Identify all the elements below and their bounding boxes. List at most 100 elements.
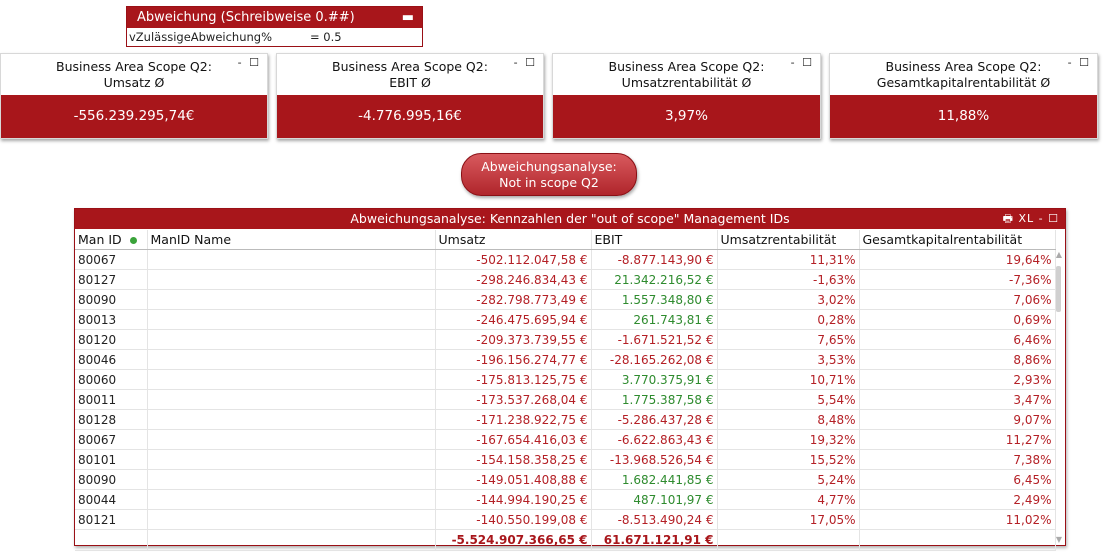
kpi-title: Business Area Scope Q2: EBIT Ø (277, 54, 543, 95)
cell-umsatzrentabilitaet: 8,48% (717, 409, 860, 430)
col-header-manid-name[interactable]: ManID Name (147, 230, 436, 250)
col-header-man-id[interactable]: Man ID (75, 230, 148, 250)
window-controls-icon[interactable]: - ☐ (237, 56, 261, 69)
kpi-value: 3,97% (553, 95, 820, 138)
cell-man-id[interactable]: 80067 (75, 249, 148, 270)
cell-umsatz: -149.051.408,88 € (435, 469, 592, 490)
cell-gesamtkapitalrentabilitaet: 8,86% (859, 349, 1056, 370)
table-row[interactable]: 80120 -209.373.739,55 € -1.671.521,52 €7,6… (75, 329, 1056, 350)
cell-umsatzrentabilitaet: 4,77% (717, 489, 860, 510)
variable-value[interactable]: = 0.5 (310, 30, 342, 44)
cell-manid-name (147, 429, 436, 450)
cell-man-id[interactable]: 80127 (75, 269, 148, 290)
cell-umsatz: -196.156.274,77 € (435, 349, 592, 370)
cell-man-id[interactable]: 80011 (75, 389, 148, 410)
table-row[interactable]: 80011 -173.537.268,04 €1.775.387,58 €5,54… (75, 389, 1056, 410)
cell-ebit: -6.622.863,43 € (591, 429, 718, 450)
cell-manid-name (147, 309, 436, 330)
cell-gesamtkapitalrentabilitaet: 7,06% (859, 289, 1056, 310)
table-row[interactable]: 80060 -175.813.125,75 €3.770.375,91 €10,7… (75, 369, 1056, 390)
abweichungsanalyse-button[interactable]: Abweichungsanalyse: Not in scope Q2 (461, 153, 637, 196)
cell-umsatz: -502.112.047,58 € (435, 249, 592, 270)
cell-umsatz: -209.373.739,55 € (435, 329, 592, 350)
cell-man-id[interactable]: 80013 (75, 309, 148, 330)
variable-name: vZulässigeAbweichung% (129, 30, 273, 44)
scroll-up-icon[interactable]: ▲ (1055, 250, 1063, 259)
table-row[interactable]: 80090 -149.051.408,88 €1.682.441,85 €5,24… (75, 469, 1056, 490)
kpi-title-line2: Umsatzrentabilität Ø (621, 75, 752, 90)
cell-man-id[interactable]: 80121 (75, 509, 148, 530)
cell-man-id[interactable]: 80128 (75, 409, 148, 430)
scroll-down-icon[interactable]: ▼ (1055, 535, 1063, 544)
cell-umsatz: -246.475.695,94 € (435, 309, 592, 330)
variable-row[interactable]: vZulässigeAbweichung% = 0.5 (127, 28, 422, 47)
col-header-gesamtkapitalrentabilitaet[interactable]: Gesamtkapitalrentabilität (859, 230, 1056, 250)
table-row[interactable]: 80044 -144.994.190,25 €487.101,97 €4,77% 2… (75, 489, 1056, 510)
kpi-title: Business Area Scope Q2: Umsatz Ø (1, 54, 267, 95)
table-row[interactable]: 80067 -502.112.047,58 € -8.877.143,90 €11,… (75, 249, 1056, 270)
cell-manid-name (147, 449, 436, 470)
table-row[interactable]: 80046 -196.156.274,77 € -28.165.262,08 €3,… (75, 349, 1056, 370)
window-controls-icon[interactable]: - ☐ (513, 56, 537, 69)
cell-manid-name (147, 289, 436, 310)
cell-ebit: -28.165.262,08 € (591, 349, 718, 370)
table-row[interactable]: 80128 -171.238.922,75 € -5.286.437,28 €8,4… (75, 409, 1056, 430)
cell-gesamtkapitalrentabilitaet: 0,69% (859, 309, 1056, 330)
cell-man-id[interactable]: 80060 (75, 369, 148, 390)
cell-ebit: 487.101,97 € (591, 489, 718, 510)
window-controls-icon[interactable]: - ☐ (790, 56, 814, 69)
col-header-umsatz[interactable]: Umsatz (435, 230, 592, 250)
cell-umsatzrentabilitaet: -1,63% (717, 269, 860, 290)
cell-ebit: 3.770.375,91 € (591, 369, 718, 390)
table-scrollbar[interactable]: ▲ ▼ (1054, 248, 1064, 546)
scrollbar-thumb[interactable] (1056, 266, 1061, 312)
table-row[interactable]: 80067 -167.654.416,03 € -6.622.863,43 €19,… (75, 429, 1056, 450)
col-header-umsatzrentabilitaet[interactable]: Umsatzrentabilität (717, 230, 860, 250)
table-header-row: Man ID ManID Name Umsatz EBIT Umsatzrent… (75, 230, 1056, 250)
cell-gesamtkapitalrentabilitaet: 3,47% (859, 389, 1056, 410)
cell-manid-name (147, 249, 436, 270)
table-controls-icon[interactable]: 🖶 XL - ☐ (1002, 212, 1059, 225)
cell-gesamtkapitalrentabilitaet: 11,27% (859, 429, 1056, 450)
table-row[interactable]: 80101 -154.158.358,25 € -13.968.526,54 €15… (75, 449, 1056, 470)
cell-manid-name (147, 349, 436, 370)
cell-man-id[interactable]: 80044 (75, 489, 148, 510)
cell-manid-name (147, 269, 436, 290)
cell-man-id[interactable]: 80090 (75, 469, 148, 490)
kpi-title-line1: Business Area Scope Q2: (885, 59, 1042, 74)
cell-umsatzrentabilitaet: 3,02% (717, 289, 860, 310)
cell-gesamtkapitalrentabilitaet: 19,64% (859, 249, 1056, 270)
table-row[interactable]: 80121 -140.550.199,08 € -8.513.490,24 €17,… (75, 509, 1056, 530)
kpi-value: 11,88% (830, 95, 1097, 138)
cell-gesamtkapitalrentabilitaet: 6,45% (859, 469, 1056, 490)
cell-manid-name (147, 469, 436, 490)
cell-ebit: 261.743,81 € (591, 309, 718, 330)
kpi-title-line1: Business Area Scope Q2: (332, 59, 488, 74)
cell-manid-name (147, 389, 436, 410)
cell-ebit: 1.682.441,85 € (591, 469, 718, 490)
window-controls-icon[interactable]: - ☐ (1067, 56, 1091, 69)
table-row[interactable]: 80127 -298.246.834,43 €21.342.216,52 € -1,… (75, 269, 1056, 290)
cell-gesamtkapitalrentabilitaet: 7,38% (859, 449, 1056, 470)
cell-man-id[interactable]: 80046 (75, 349, 148, 370)
cell-man-id[interactable]: 80101 (75, 449, 148, 470)
table-row[interactable]: 80090 -282.798.773,49 €1.557.348,80 €3,02… (75, 289, 1056, 310)
cell-umsatzrentabilitaet: 5,54% (717, 389, 860, 410)
minimize-icon[interactable]: ▬ (401, 10, 414, 25)
kpi-umsatzrentabilitaet: - ☐ Business Area Scope Q2: Umsatzrentab… (552, 53, 821, 139)
cell-ebit: 21.342.216,52 € (591, 269, 718, 290)
kpi-title-line2: EBIT Ø (389, 75, 431, 90)
cell-man-id[interactable]: 80120 (75, 329, 148, 350)
table-row[interactable]: 80013 -246.475.695,94 €261.743,81 €0,28% 0… (75, 309, 1056, 330)
cell-man-id[interactable]: 80067 (75, 429, 148, 450)
variable-box: Abweichung (Schreibweise 0.##) ▬ vZuläss… (126, 6, 423, 47)
cell-umsatzrentabilitaet: 0,28% (717, 309, 860, 330)
cell-manid-name (147, 489, 436, 510)
selection-indicator-icon (129, 236, 137, 244)
table-title: Abweichungsanalyse: Kennzahlen der "out … (350, 211, 790, 226)
cell-man-id[interactable]: 80090 (75, 289, 148, 310)
col-header-ebit[interactable]: EBIT (591, 230, 718, 250)
kpi-umsatz: - ☐ Business Area Scope Q2: Umsatz Ø -55… (0, 53, 268, 139)
kpi-title: Business Area Scope Q2: Umsatzrentabilit… (553, 54, 820, 95)
total-ebit: 61.671.121,91 € (591, 529, 718, 551)
